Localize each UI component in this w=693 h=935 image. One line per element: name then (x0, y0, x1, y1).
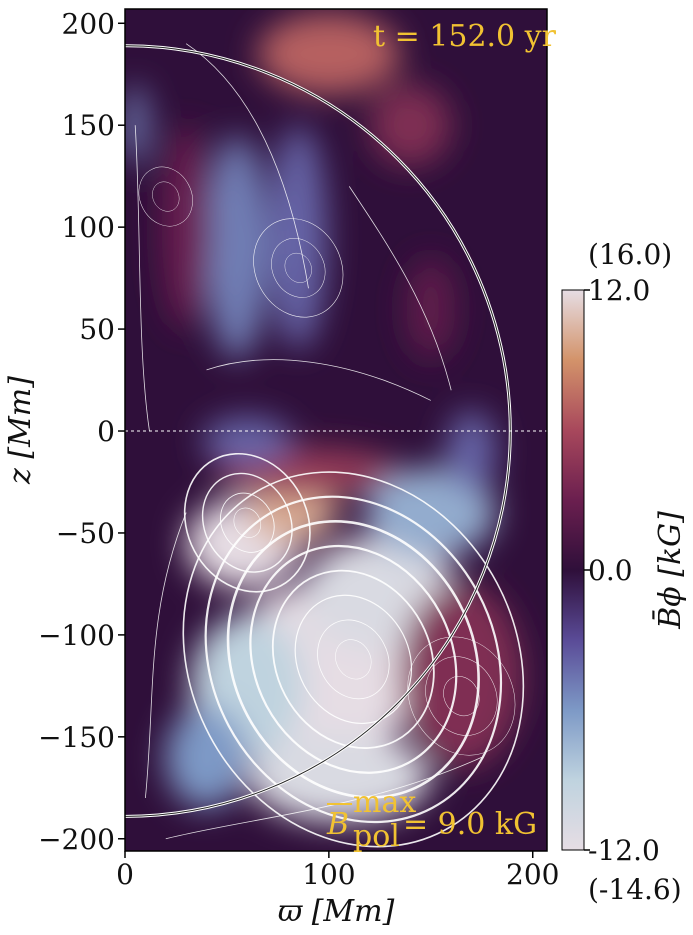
streamline-loop-3-0 (284, 252, 312, 283)
streamline-curve-2 (348, 186, 452, 391)
streamline-curve-3 (165, 756, 482, 840)
streamline-loop-1-2 (201, 472, 293, 573)
colorbar-label: B̄ϕ [kG] (652, 511, 688, 630)
streamline-loop-0-6 (204, 495, 503, 824)
streamlines (134, 43, 525, 848)
field-blob-7 (247, 732, 431, 823)
streamline-curve-5 (206, 359, 431, 401)
streamline-loop-0-1 (317, 619, 390, 700)
y-tick-label: −150 (38, 721, 115, 754)
colorbar-min-note: (-14.6) (588, 873, 682, 906)
field-blob-11 (369, 84, 452, 166)
streamline-loop-1-1 (220, 492, 275, 553)
x-axis: 0 100 200 (116, 851, 559, 891)
x-axis-label: ϖ [Mm] (278, 894, 395, 929)
colorbar-tick-label: 12.0 (588, 274, 650, 307)
field-blob-10 (257, 13, 401, 95)
colorbar-max-note: (16.0) (588, 238, 672, 271)
streamline-loop-2-1 (425, 656, 498, 736)
streamline-loop-3-1 (271, 238, 326, 298)
streamline-loop-0-7 (182, 471, 525, 848)
field-blob-13 (206, 135, 268, 360)
streamline-loop-0-4 (249, 544, 458, 774)
y-tick-label: −200 (38, 823, 115, 856)
y-tick-label: 50 (79, 313, 115, 346)
field-blob-15 (161, 125, 211, 330)
streamline-loop-2-2 (407, 636, 516, 756)
plot-frame (124, 8, 548, 852)
streamline-loop-3-2 (253, 218, 344, 318)
plot-area (124, 8, 548, 852)
streamline-curve-4 (144, 512, 187, 799)
x-tick-label: 0 (116, 858, 134, 891)
field-blob-6 (447, 410, 497, 493)
streamline-loop-0-5 (226, 520, 480, 799)
bpol-symbol: B (326, 807, 349, 842)
streamline-loop-1-3 (183, 452, 311, 593)
colorbar-ticks: 12.0 0.0 -12.0 (584, 274, 660, 867)
bpol-value: = 9.0 kG (403, 807, 537, 842)
y-tick-label: 0 (97, 415, 115, 448)
colorbar: 12.0 0.0 -12.0 (16.0) (-14.6) B̄ϕ [kG] (561, 238, 688, 906)
colorbar-tick-label: 0.0 (588, 554, 633, 587)
streamline-loop-1-0 (233, 507, 262, 538)
y-axis: 200 150 100 50 0 −50 −100 −150 −200 (38, 7, 125, 856)
y-tick-label: 200 (62, 7, 115, 40)
y-tick-label: −50 (56, 517, 115, 550)
x-tick-label: 100 (302, 858, 355, 891)
streamline-loop-0-0 (335, 639, 372, 680)
time-annotation: t = 152.0 yr (373, 19, 557, 54)
field-blob-18 (406, 257, 456, 360)
streamline-curve-1 (185, 43, 309, 289)
colorbar-bar (561, 289, 585, 851)
bpol-superscript: max (353, 785, 416, 820)
streamline-loop-4-0 (152, 181, 180, 212)
field-blob-9 (165, 706, 248, 809)
field-blob-16 (202, 416, 293, 466)
y-tick-label: −100 (38, 619, 115, 652)
y-tick-label: 150 (62, 109, 115, 142)
streamline-curve-0 (134, 125, 150, 432)
x-tick-label: 200 (506, 858, 559, 891)
field-blob-17 (125, 84, 148, 166)
streamline-loop-0-3 (271, 569, 435, 749)
bpol-annotation: B max pol = 9.0 kG (326, 785, 537, 854)
y-axis-label: z [Mm] (3, 376, 38, 485)
streamline-loop-4-1 (138, 166, 193, 227)
bpol-subscript: pol (353, 819, 400, 854)
colorbar-tick-label: -12.0 (588, 834, 660, 867)
streamline-loop-2-0 (443, 676, 480, 717)
y-tick-label: 100 (62, 211, 115, 244)
field-blob-12 (400, 583, 523, 768)
